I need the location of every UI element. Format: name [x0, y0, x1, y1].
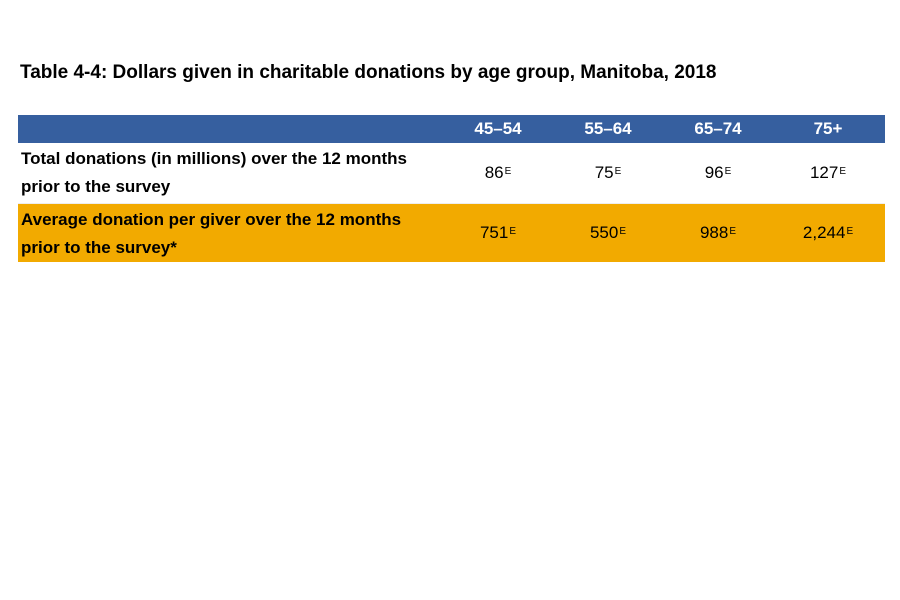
row-label: Average donation per giver over the 12 m… [21, 210, 402, 257]
table-cell: 127 E [809, 163, 847, 182]
column-header: 75+ [813, 119, 843, 138]
table-cell: 86 E [484, 163, 512, 182]
column-header: 45–54 [474, 119, 522, 138]
table-title: Table 4-4: Dollars given in charitable d… [20, 62, 717, 83]
table-cell: 988 E [699, 223, 737, 242]
table-cell: 96 E [704, 163, 732, 182]
row-label: Total donations (in millions) over the 1… [21, 149, 407, 196]
table-row: Average donation per giver over the 12 m… [18, 204, 885, 262]
column-header: 55–64 [584, 119, 632, 138]
table-row: Total donations (in millions) over the 1… [18, 143, 885, 204]
table-header-row: 45–54 55–64 65–74 75+ [18, 115, 885, 143]
column-header: 65–74 [694, 119, 742, 138]
donations-table: 45–54 55–64 65–74 75+ Total donations (i… [18, 115, 885, 262]
header-blank [18, 128, 443, 130]
table-cell: 2,244 E [802, 223, 854, 242]
table-cell: 751 E [479, 223, 517, 242]
table-cell: 550 E [589, 223, 627, 242]
table-cell: 75 E [594, 163, 622, 182]
